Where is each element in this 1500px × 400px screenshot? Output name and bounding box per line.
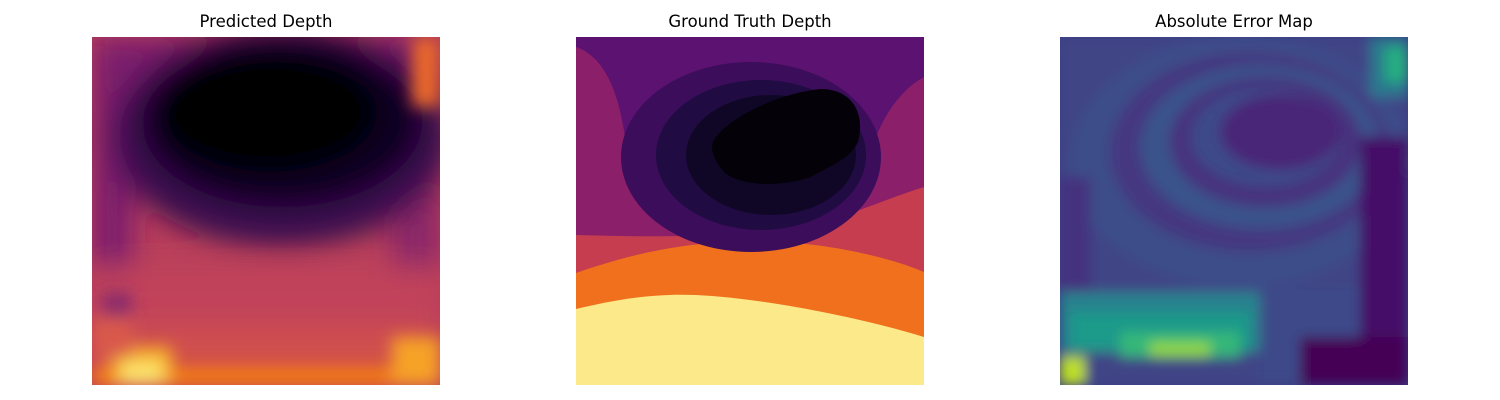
absolute-error-heatmap: [1060, 37, 1408, 385]
panel-absolute-error-map: Absolute Error Map: [1060, 0, 1408, 400]
panel-title: Ground Truth Depth: [668, 12, 832, 31]
predicted-depth-heatmap: [92, 37, 440, 385]
panel-title: Absolute Error Map: [1155, 12, 1313, 31]
panel-title: Predicted Depth: [199, 12, 333, 31]
panel-ground-truth-depth: Ground Truth Depth: [576, 0, 924, 400]
ground-truth-depth-heatmap: [576, 37, 924, 385]
panel-predicted-depth: Predicted Depth: [92, 0, 440, 400]
